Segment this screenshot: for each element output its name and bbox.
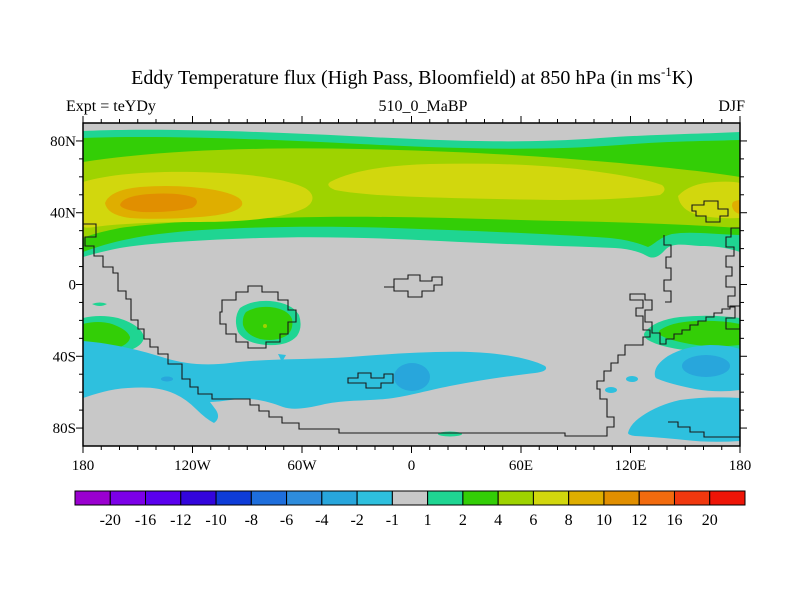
coastline-east-edge [725, 227, 740, 330]
colorbar-cell [568, 490, 605, 506]
colorbar-label: -6 [280, 512, 293, 529]
sh-cyan-speck-b [605, 387, 617, 393]
colorbar-label: -10 [205, 512, 226, 529]
colorbar-cell [497, 490, 534, 506]
colorbar-cell [462, 490, 499, 506]
colorbar-label: 4 [494, 512, 502, 529]
colorbar-cell [286, 490, 323, 506]
colorbar-cell [74, 490, 111, 506]
colorbar-label: 1 [424, 512, 432, 529]
sh-cyan-core-m4-m2-a [394, 363, 430, 391]
nh-band-6-8-center [328, 163, 665, 200]
coastline-east-vertical [663, 235, 672, 303]
colorbar-label: 8 [565, 512, 573, 529]
colorbar-label: -4 [315, 512, 328, 529]
colorbar-cell [709, 490, 746, 506]
sh-dot-4-6 [263, 324, 267, 328]
colorbar-label: -20 [100, 512, 121, 529]
lon-tick-label: 120E [615, 458, 647, 474]
page-title: Eddy Temperature flux (High Pass, Bloomf… [131, 64, 693, 89]
colorbar-label: 6 [529, 512, 537, 529]
colorbar-cell [638, 490, 675, 506]
coastline-nh-east-notch [691, 200, 729, 223]
colorbar-label: -8 [245, 512, 258, 529]
colorbar-label: -2 [350, 512, 363, 529]
lon-tick-label: 120W [174, 458, 212, 474]
colorbar-label: 10 [596, 512, 612, 529]
colorbar-label: 12 [631, 512, 647, 529]
sh-patch-east-2-4 [659, 320, 740, 347]
annotation-experiment: Expt = teYDy [66, 98, 156, 115]
lat-tick-label: 0 [69, 278, 77, 294]
colorbar-cell [250, 490, 288, 506]
colorbar-label: 20 [702, 512, 718, 529]
coastline-center-ring [384, 274, 443, 298]
coastline-antarctic-east [668, 421, 740, 438]
map-canvas [83, 123, 740, 446]
colorbar-cell [673, 490, 711, 506]
coastline-main [83, 223, 740, 437]
axis-ticks [76, 116, 747, 453]
colorbar-cell [356, 490, 393, 506]
colorbar-cell [427, 490, 464, 506]
lat-tick-label: 80S [53, 421, 76, 437]
colorbar-cell [215, 490, 252, 506]
sh-cyan-southeast-band [628, 397, 740, 442]
colorbar-cell [180, 490, 217, 506]
nh-band-10-12-core [120, 193, 197, 213]
lat-axis-labels: 80N 40N 0 40S 80S [50, 134, 76, 437]
lat-tick-label: 40S [53, 349, 76, 365]
colorbar-cell [145, 490, 182, 506]
coastline-island-ring [347, 372, 394, 389]
lat-tick-label: 80N [50, 134, 76, 150]
colorbar-label: -1 [386, 512, 399, 529]
colorbar: -20 -16 -12 -10 -8 -6 -4 -2 -1 1 2 4 6 8 10 12 16 20 [74, 490, 746, 529]
sh-cyan-core-m4-m2-b [161, 376, 173, 382]
colorbar-label: 2 [459, 512, 467, 529]
sh-cyan-speck-a [626, 376, 638, 382]
annotation-period: 510_0_MaBP [379, 98, 468, 115]
sh-patch-samerica-2-4 [242, 306, 293, 340]
lon-tick-label: 60E [509, 458, 533, 474]
colorbar-label: 16 [666, 512, 682, 529]
annotation-season: DJF [718, 98, 745, 115]
colorbar-cell [532, 490, 570, 506]
colorbar-label: -16 [135, 512, 156, 529]
lon-axis-labels: 180 120W 60W 0 60E 120E 180 [72, 458, 752, 474]
colorbar-cell [109, 490, 147, 506]
colorbar-label: -12 [170, 512, 191, 529]
colorbar-cell [321, 490, 358, 506]
lon-tick-label: 60W [287, 458, 317, 474]
lat-tick-label: 40N [50, 206, 76, 222]
lon-tick-label: 0 [408, 458, 416, 474]
colorbar-cell [603, 490, 640, 506]
sh-sliver-west [92, 302, 107, 306]
sh-cyan-speck-c [278, 354, 286, 362]
lon-tick-label: 180 [729, 458, 752, 474]
lon-tick-label: 180 [72, 458, 95, 474]
sh-cyan-main-band [83, 341, 547, 423]
nh-band-8-10-east [732, 200, 740, 214]
coastline-samerica-ring [219, 285, 297, 349]
title-superscript: -1 [661, 64, 672, 79]
sh-cyan-core-m4-m2-c [682, 355, 730, 377]
colorbar-cell [391, 490, 429, 506]
sh-dash-1-2-b [438, 431, 462, 437]
